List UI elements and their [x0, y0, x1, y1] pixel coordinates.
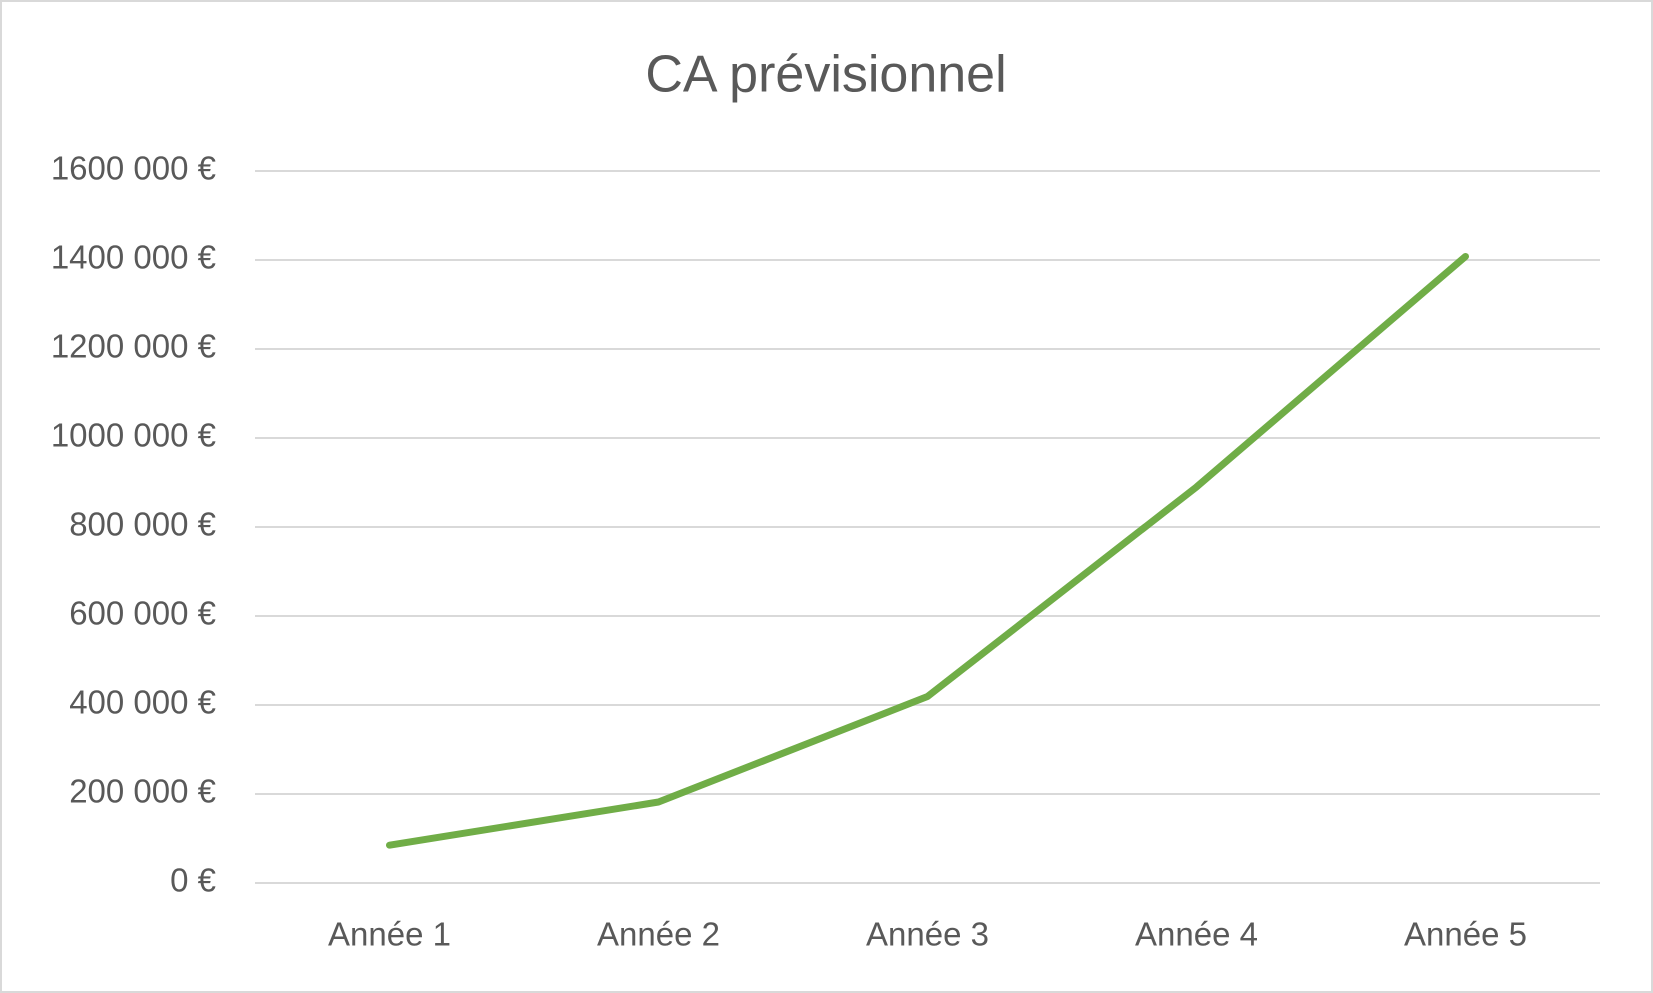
- y-tick-label: 1000 000 €: [51, 417, 216, 454]
- y-tick-label: 1200 000 €: [51, 328, 216, 365]
- x-tick-label: Année 5: [1404, 916, 1527, 953]
- y-tick-label: 0 €: [170, 862, 216, 899]
- y-tick-label: 400 000 €: [69, 684, 216, 721]
- y-tick-label: 1600 000 €: [51, 150, 216, 187]
- x-tick-label: Année 1: [328, 916, 451, 953]
- y-tick-label: 200 000 €: [69, 773, 216, 810]
- y-tick-label: 600 000 €: [69, 595, 216, 632]
- chart-title: CA prévisionnel: [645, 46, 1006, 104]
- y-tick-label: 1400 000 €: [51, 239, 216, 276]
- x-tick-label: Année 4: [1135, 916, 1258, 953]
- data-line: [386, 252, 1469, 849]
- y-tick-label: 800 000 €: [69, 506, 216, 543]
- x-tick-label: Année 2: [597, 916, 720, 953]
- x-tick-label: Année 3: [866, 916, 989, 953]
